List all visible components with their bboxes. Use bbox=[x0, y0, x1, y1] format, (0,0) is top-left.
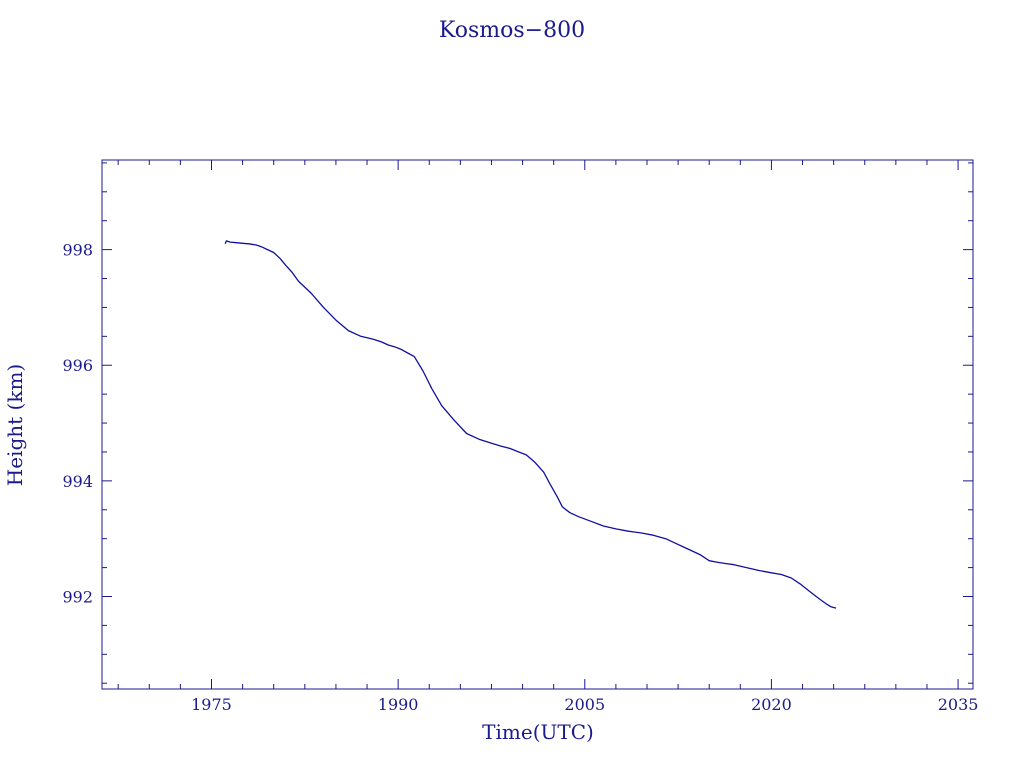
series-group bbox=[224, 240, 837, 609]
x-tick-label: 2020 bbox=[751, 695, 792, 714]
x-tick-label: 1975 bbox=[191, 695, 232, 714]
x-tick-label: 1990 bbox=[378, 695, 419, 714]
y-tick-label: 996 bbox=[62, 356, 93, 375]
x-tick-label: 2005 bbox=[564, 695, 605, 714]
x-axis-label: Time(UTC) bbox=[482, 720, 594, 744]
y-tick-label: 998 bbox=[62, 241, 93, 260]
y-axis-label: Height (km) bbox=[3, 364, 27, 486]
y-axis-tick-labels: 992 994 996 998 bbox=[62, 241, 93, 607]
x-axis-ticks bbox=[117, 160, 959, 689]
y-tick-label: 992 bbox=[62, 587, 93, 606]
x-tick-label: 2035 bbox=[938, 695, 979, 714]
chart-title: Kosmos−800 bbox=[439, 18, 585, 43]
height-series-line bbox=[224, 240, 837, 609]
plot-frame bbox=[101, 159, 974, 690]
y-axis-ticks bbox=[102, 162, 973, 684]
x-axis-tick-labels: 1975 1990 2005 2020 2035 bbox=[191, 695, 978, 714]
y-tick-label: 994 bbox=[62, 472, 93, 491]
